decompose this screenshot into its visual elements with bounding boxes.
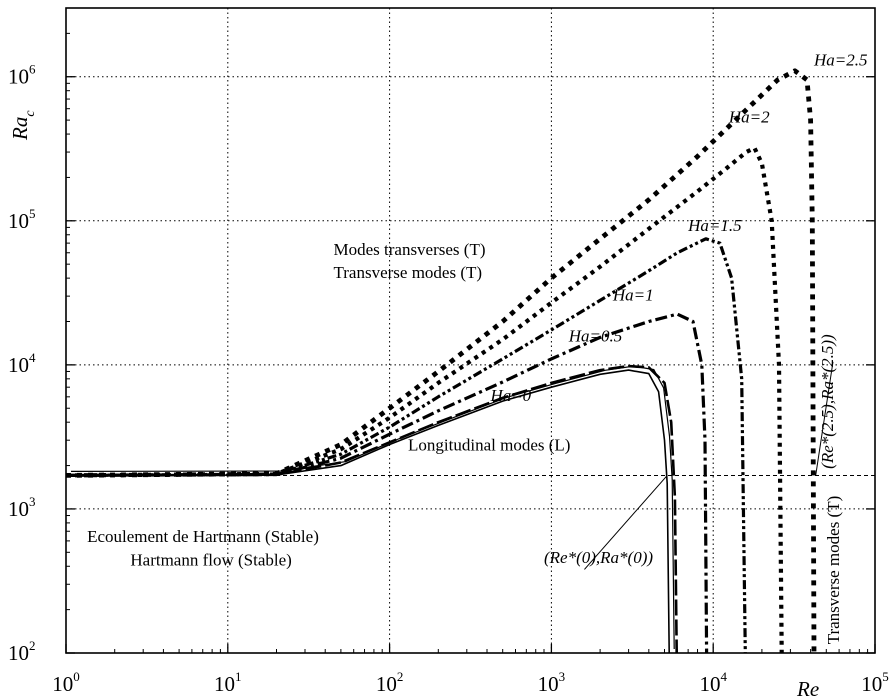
x-tick-label-base: 10 [376,672,397,696]
y-axis-label-base: Ra [8,117,32,141]
x-tick-label-exp: 0 [73,669,80,684]
x-axis-label: Re [796,677,819,700]
y-tick-label-base: 10 [8,353,29,377]
annotation-re25: (Re*(2.5),Ra*(2.5)) [818,334,837,469]
annotation-ha1: Ha=1 [612,285,654,304]
y-tick-label-exp: 5 [29,206,36,221]
x-tick-label-exp: 2 [397,669,404,684]
x-tick-label: 101 [214,669,242,696]
y-tick-label: 104 [8,350,36,377]
y-tick-label-exp: 3 [29,494,36,509]
annotation-hart-en: Hartmann flow (Stable) [130,550,291,569]
annotation-hart-fr: Ecoulement de Hartmann (Stable) [87,527,319,546]
svg-text:Rac: Rac [8,110,38,141]
x-tick-label-exp: 1 [235,669,242,684]
annotation-modes-fr: Modes transverses (T) [333,240,485,259]
annotation-long: Longitudinal modes (L) [408,435,570,454]
x-tick-label: 105 [861,669,889,696]
y-tick-label: 102 [8,638,36,665]
series-line-3 [65,237,747,654]
y-tick-label-base: 10 [8,497,29,521]
x-tick-label-exp: 3 [559,669,566,684]
x-tick-label: 103 [538,669,566,696]
series-line-0 [65,369,670,654]
y-tick-label-exp: 6 [29,62,36,77]
y-axis-label: Rac [8,110,38,141]
x-tick-label-exp: 4 [720,669,727,684]
y-tick-label-exp: 2 [29,638,36,653]
x-tick-label-base: 10 [861,672,882,696]
annotation-ha2: Ha=2 [728,108,770,127]
series-line-1 [65,364,678,654]
leader-line-0 [584,475,668,570]
x-tick-label-base: 10 [538,672,559,696]
y-tick-label-base: 10 [8,65,29,89]
x-tick-label: 104 [699,669,727,696]
leader-line-1 [815,361,834,476]
annotation-re0: (Re*(0),Ra*(0)) [544,548,653,567]
series-line-5 [65,68,817,654]
x-tick-label-exp: 5 [882,669,889,684]
y-tick-label-exp: 4 [29,350,36,365]
y-tick-label: 106 [8,62,36,89]
annotation-ha15: Ha=1.5 [687,216,742,235]
annotation-modes-en: Transverse modes (T) [333,263,482,282]
x-tick-label-base: 10 [699,672,720,696]
y-tick-label-base: 10 [8,641,29,665]
series-line-2 [65,312,709,654]
series-group [65,68,817,654]
x-tick-label: 100 [52,669,80,696]
annotation-ha25: Ha=2.5 [813,50,868,69]
annotation-tmodes: Transverse modes (T) [824,496,843,645]
leader-lines [584,361,834,570]
series-line-4 [65,145,784,654]
x-tick-label-base: 10 [214,672,235,696]
x-tick-label-base: 10 [52,672,73,696]
tick-marks [65,7,876,654]
annotations: Ha=2.5 Ha=2 Ha=1.5 Ha=1 Ha=0.5 Ha=0 Modes tran… [87,50,867,644]
annotation-ha05: Ha=0.5 [568,327,623,346]
x-tick-label: 102 [376,669,404,696]
y-tick-label: 105 [8,206,36,233]
x-tick-labels: 100 101 102 103 104 105 [52,669,889,696]
y-tick-label-base: 10 [8,209,29,233]
annotation-ha0: Ha=0 [489,386,531,405]
y-axis-label-sub: c [23,110,38,117]
y-tick-label: 103 [8,494,36,521]
plot-frame [65,7,876,654]
